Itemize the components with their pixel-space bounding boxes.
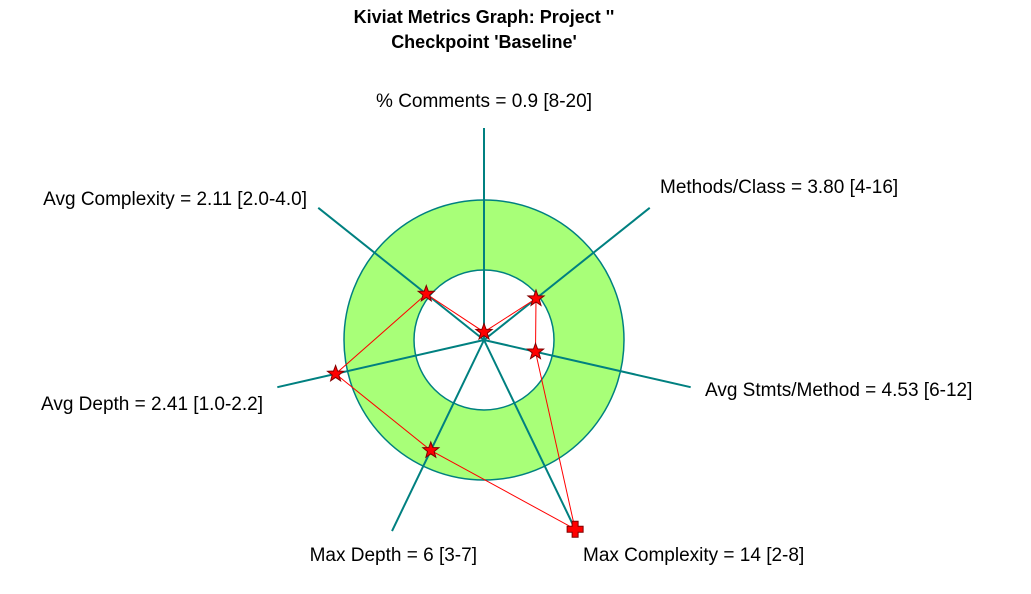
axis-label: Methods/Class = 3.80 [4-16] — [660, 177, 898, 198]
axis-line — [483, 339, 691, 389]
axis-line — [483, 207, 651, 341]
chart-title: Kiviat Metrics Graph: Project '' — [354, 7, 615, 27]
value-line — [334, 293, 576, 531]
axis-line — [391, 339, 485, 532]
data-point — [421, 440, 441, 459]
data-point — [526, 288, 546, 307]
range-band — [343, 199, 625, 481]
axis-line — [483, 339, 577, 532]
data-point — [474, 322, 494, 341]
axis-label: Max Complexity = 14 [2-8] — [583, 545, 804, 566]
axis-label: Avg Complexity = 2.11 [2.0-4.0] — [43, 189, 307, 210]
data-point — [416, 284, 436, 302]
data-point — [525, 341, 545, 360]
axis-line — [277, 339, 485, 389]
chart-title: Checkpoint 'Baseline' — [391, 32, 577, 52]
axis-label: % Comments = 0.9 [8-20] — [376, 91, 592, 112]
axis-label: Avg Depth = 2.41 [1.0-2.2] — [41, 394, 263, 415]
data-point — [566, 520, 584, 538]
axis-line — [317, 207, 485, 341]
axis-label: Avg Stmts/Method = 4.53 [6-12] — [705, 380, 972, 401]
data-point — [326, 363, 346, 382]
axis-label: Max Depth = 6 [3-7] — [310, 545, 477, 566]
